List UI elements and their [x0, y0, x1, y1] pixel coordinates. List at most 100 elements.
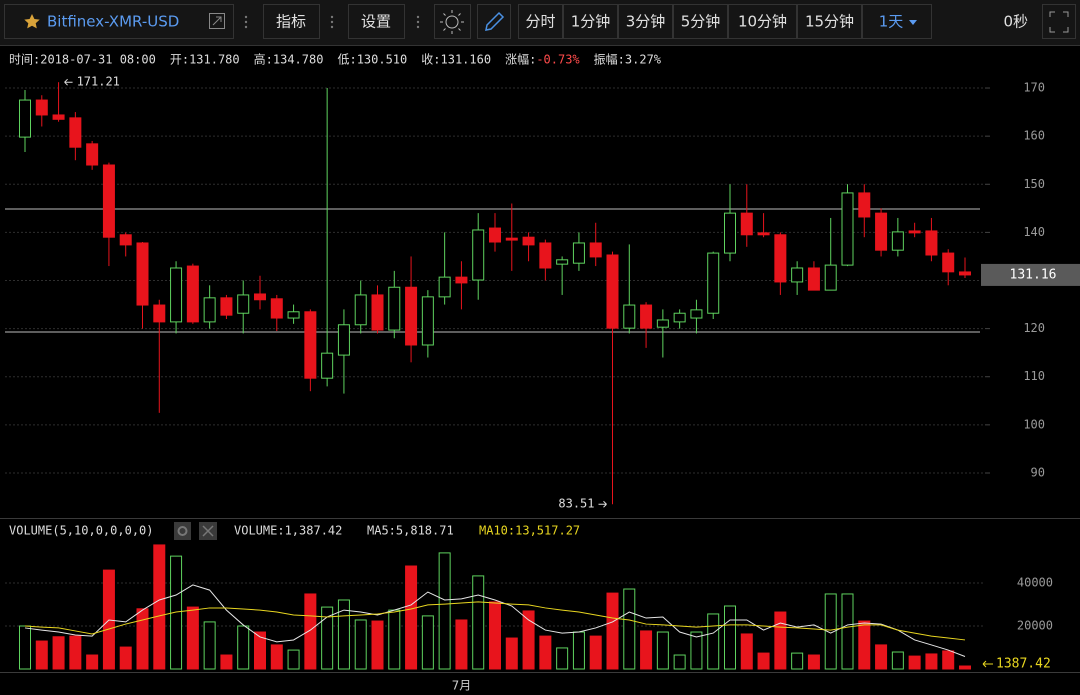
- candle-body: [304, 311, 317, 379]
- candle-body: [858, 192, 871, 218]
- candle-body: [791, 267, 804, 283]
- volume-bar: [186, 606, 199, 670]
- volume-bar: [505, 637, 518, 670]
- interval-box[interactable]: [728, 4, 797, 39]
- interval-box[interactable]: [618, 4, 673, 39]
- candle-body: [505, 237, 518, 241]
- interval-button[interactable]: 分时: [525, 13, 555, 31]
- candle-body: [673, 312, 686, 323]
- sun-icon[interactable]: [440, 10, 464, 34]
- fullscreen-icon[interactable]: [1049, 11, 1069, 33]
- draw-box[interactable]: [477, 4, 511, 39]
- interval-button[interactable]: 10分钟: [738, 13, 787, 31]
- candle-body: [472, 229, 485, 281]
- volume-bar: [539, 635, 552, 670]
- volume-current: VOLUME:1,387.42: [234, 524, 342, 538]
- interval-button[interactable]: 3分钟: [626, 13, 666, 31]
- volume-bar: [891, 651, 904, 670]
- candle-body: [690, 309, 703, 319]
- volume-arrow: [982, 660, 993, 668]
- candle-body: [52, 114, 65, 120]
- info-label: 涨幅:: [505, 52, 536, 67]
- volume-bar: [791, 652, 804, 670]
- info-value: 2018-07-31 08:00: [40, 53, 156, 67]
- volume-bar: [908, 655, 921, 670]
- ma10-line: [24, 601, 966, 641]
- volume-bar: [270, 644, 283, 670]
- info-value: 3.27%: [625, 53, 662, 67]
- interval-box[interactable]: [673, 4, 728, 39]
- candle-body: [405, 286, 418, 346]
- symbol[interactable]: Bitfinex-XMR-USD: [47, 13, 179, 31]
- last-price-tag: [981, 263, 1080, 286]
- interval-box[interactable]: [862, 4, 932, 39]
- info-value: 134.780: [273, 53, 324, 67]
- separator-dots: [244, 15, 420, 29]
- interval-box[interactable]: [797, 4, 862, 39]
- fullscreen-box[interactable]: [1042, 4, 1076, 39]
- candle-body: [170, 267, 183, 323]
- indicators-box[interactable]: [263, 4, 320, 39]
- volume-bar: [170, 555, 183, 670]
- settings-box[interactable]: [348, 4, 405, 39]
- indicators-button[interactable]: 指标: [276, 13, 306, 31]
- volume-bar: [405, 565, 418, 670]
- volume-bar: [757, 652, 770, 670]
- volume-legend: VOLUME(5,10,0,0,0,0): [9, 524, 154, 538]
- volume-bar: [640, 630, 653, 670]
- volume-bar: [606, 592, 619, 670]
- countdown: 0秒: [1003, 13, 1028, 31]
- symbol-box[interactable]: [4, 4, 234, 39]
- candle-body: [640, 304, 653, 329]
- volume-bar: [690, 631, 703, 670]
- y-tick-label: 150: [1023, 177, 1045, 191]
- info-label: 高:: [254, 52, 273, 67]
- volume-bar: [875, 644, 888, 670]
- interval-button[interactable]: 5分钟: [681, 13, 721, 31]
- pencil-icon[interactable]: [485, 11, 505, 31]
- volume-bar: [321, 606, 334, 670]
- info-value: 130.510: [357, 53, 408, 67]
- volume-bar: [371, 620, 384, 670]
- toolbar: [0, 0, 1080, 45]
- interval-button[interactable]: 1天: [879, 13, 904, 31]
- candle-body: [203, 297, 216, 323]
- star-icon[interactable]: [24, 14, 40, 29]
- volume-bar: [69, 635, 82, 670]
- settings-button[interactable]: 设置: [361, 13, 391, 31]
- volume-bar: [841, 593, 854, 670]
- volume-bar: [959, 665, 971, 670]
- y-tick-label: 120: [1023, 321, 1045, 335]
- candle-body: [556, 259, 569, 265]
- interval-button[interactable]: 15分钟: [805, 13, 854, 31]
- volume-bar: [220, 654, 233, 670]
- candle-body: [539, 242, 552, 269]
- candle-body: [623, 304, 636, 329]
- volume-bar: [807, 654, 820, 670]
- candle-body: [942, 252, 955, 273]
- candle-body: [925, 230, 938, 256]
- open-link-icon[interactable]: [209, 13, 225, 29]
- candle-body: [455, 276, 468, 284]
- interval-box[interactable]: [518, 4, 563, 39]
- volume-bar: [522, 610, 535, 670]
- candle-body: [136, 242, 149, 306]
- volume-bar: [19, 625, 31, 670]
- volume-bar: [304, 593, 317, 670]
- interval-button[interactable]: 1分钟: [571, 13, 611, 31]
- info-label: 时间:: [9, 53, 40, 67]
- candle-body: [86, 143, 99, 166]
- candle-body: [807, 267, 820, 291]
- info-value: 131.780: [189, 53, 240, 67]
- volume-bar: [237, 625, 250, 670]
- open-link-arrow: [212, 16, 222, 26]
- volume-bar: [724, 605, 736, 670]
- candle-body: [119, 234, 132, 246]
- theme-box[interactable]: [434, 4, 471, 39]
- candle-body: [321, 352, 334, 379]
- volume-bar: [556, 647, 569, 670]
- volume-bar: [623, 588, 636, 670]
- volume-settings-icon[interactable]: [174, 522, 191, 540]
- interval-box[interactable]: [563, 4, 618, 39]
